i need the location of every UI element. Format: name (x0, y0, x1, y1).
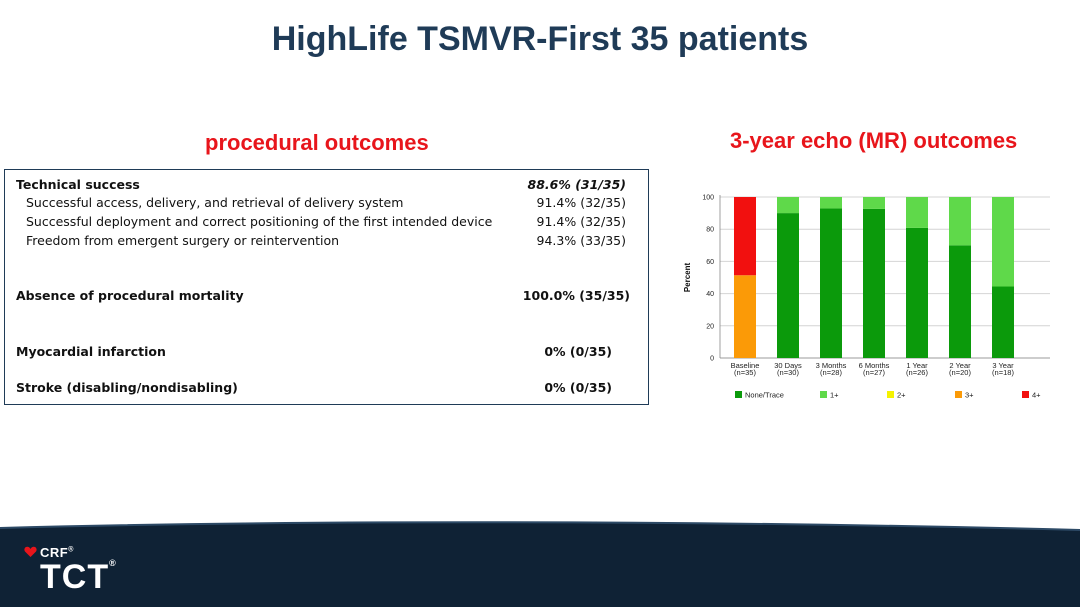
row-value: 88.6% (31/35) (527, 177, 627, 192)
x-tick-label: 3 Year (992, 361, 1014, 370)
row-label: Stroke (disabling/nondisabling) (16, 380, 238, 395)
y-tick-label: 20 (706, 323, 714, 330)
legend-label: 4+ (1032, 391, 1041, 400)
x-tick-label: 1 Year (906, 361, 928, 370)
mr-outcomes-chart: 0 20 40 60 80 100 Percent Baseline (n=35) 30 Days… (680, 172, 1080, 412)
legend-label: 2+ (897, 391, 906, 400)
bar-segment (863, 197, 885, 209)
page-title: HighLife TSMVR-First 35 patients (271, 20, 809, 58)
procedural-outcomes-subtitle: procedural outcomes (205, 130, 429, 155)
x-tick-sublabel: (n=18) (992, 368, 1014, 377)
legend-swatch (735, 391, 742, 398)
row-label: Technical success (16, 177, 140, 192)
bar-segment (734, 197, 756, 276)
y-tick-label: 0 (710, 356, 714, 363)
row-label: Freedom from emergent surgery or reinter… (26, 233, 340, 248)
x-tick-label: 2 Year (949, 361, 971, 370)
x-tick-sublabel: (n=28) (820, 368, 842, 377)
bar-segment (820, 208, 842, 358)
bar-segment (992, 286, 1014, 358)
y-tick-label: 60 (706, 259, 714, 266)
table-row: Successful access, delivery, and retriev… (5, 194, 648, 212)
bar-segment (949, 197, 971, 246)
bar-segment (777, 213, 799, 358)
tct-text-wrap: TCT® (24, 558, 117, 597)
bar-segment (820, 197, 842, 209)
table-row: Myocardial infarction 0% (0/35) (5, 343, 648, 361)
row-label: Myocardial infarction (16, 344, 166, 359)
legend-swatch (820, 391, 827, 398)
table-row: Technical success 88.6% (31/35) (5, 176, 648, 194)
table-row: Freedom from emergent surgery or reinter… (5, 232, 648, 250)
y-tick-label: 100 (702, 195, 714, 202)
table-row: Stroke (disabling/nondisabling) 0% (0/35… (5, 379, 648, 397)
row-value: 100.0% (35/35) (522, 288, 630, 303)
y-tick-label: 40 (706, 291, 714, 298)
row-label: Successful access, delivery, and retriev… (26, 195, 404, 210)
row-label: Absence of procedural mortality (16, 288, 244, 303)
table-row: Absence of procedural mortality 100.0% (… (5, 287, 648, 305)
bar-segment (863, 208, 885, 358)
x-tick-label: 30 Days (774, 361, 802, 370)
legend-swatch (887, 391, 894, 398)
tct-logo: CRF® TCT® (24, 545, 117, 597)
row-value: 0% (0/35) (544, 344, 612, 359)
tct-text: TCT (40, 558, 110, 596)
bar-segment (777, 197, 799, 214)
legend-label: 1+ (830, 391, 839, 400)
bar-segment (906, 197, 928, 228)
bar-segment (992, 197, 1014, 287)
crf-text: CRF (40, 545, 69, 560)
heart-icon (24, 546, 37, 557)
chart-svg: 0 20 40 60 80 100 Percent Baseline(n=35) 30 Days… (683, 195, 1050, 400)
legend-label: None/Trace (745, 391, 784, 400)
row-value: 94.3% (33/35) (536, 233, 626, 248)
x-tick-sublabel: (n=27) (863, 368, 885, 377)
bar-segment (734, 275, 756, 358)
row-value: 91.4% (32/35) (536, 214, 626, 229)
table-row: Successful deployment and correct positi… (5, 213, 648, 231)
echo-outcomes-subtitle: 3-year echo (MR) outcomes (730, 128, 1018, 153)
y-axis-label: Percent (683, 262, 692, 292)
x-tick-label: Baseline (731, 361, 760, 370)
x-tick-label: 3 Months (816, 361, 847, 370)
x-tick-sublabel: (n=26) (906, 368, 928, 377)
crf-mark: ® (68, 546, 74, 554)
y-tick-label: 80 (706, 227, 714, 234)
tct-mark: ® (109, 558, 117, 568)
legend-swatch (1022, 391, 1029, 398)
outcomes-table: Technical success 88.6% (31/35) Successf… (4, 169, 649, 405)
legend-label: 3+ (965, 391, 974, 400)
x-tick-sublabel: (n=30) (777, 368, 799, 377)
row-value: 0% (0/35) (544, 380, 612, 395)
x-tick-sublabel: (n=20) (949, 368, 971, 377)
bar-segment (906, 227, 928, 358)
bar-segment (949, 245, 971, 358)
row-value: 91.4% (32/35) (536, 195, 626, 210)
x-tick-sublabel: (n=35) (734, 368, 756, 377)
row-label: Successful deployment and correct positi… (26, 214, 493, 229)
legend-swatch (955, 391, 962, 398)
crf-logo-text: CRF® (24, 545, 117, 560)
x-tick-label: 6 Months (859, 361, 890, 370)
